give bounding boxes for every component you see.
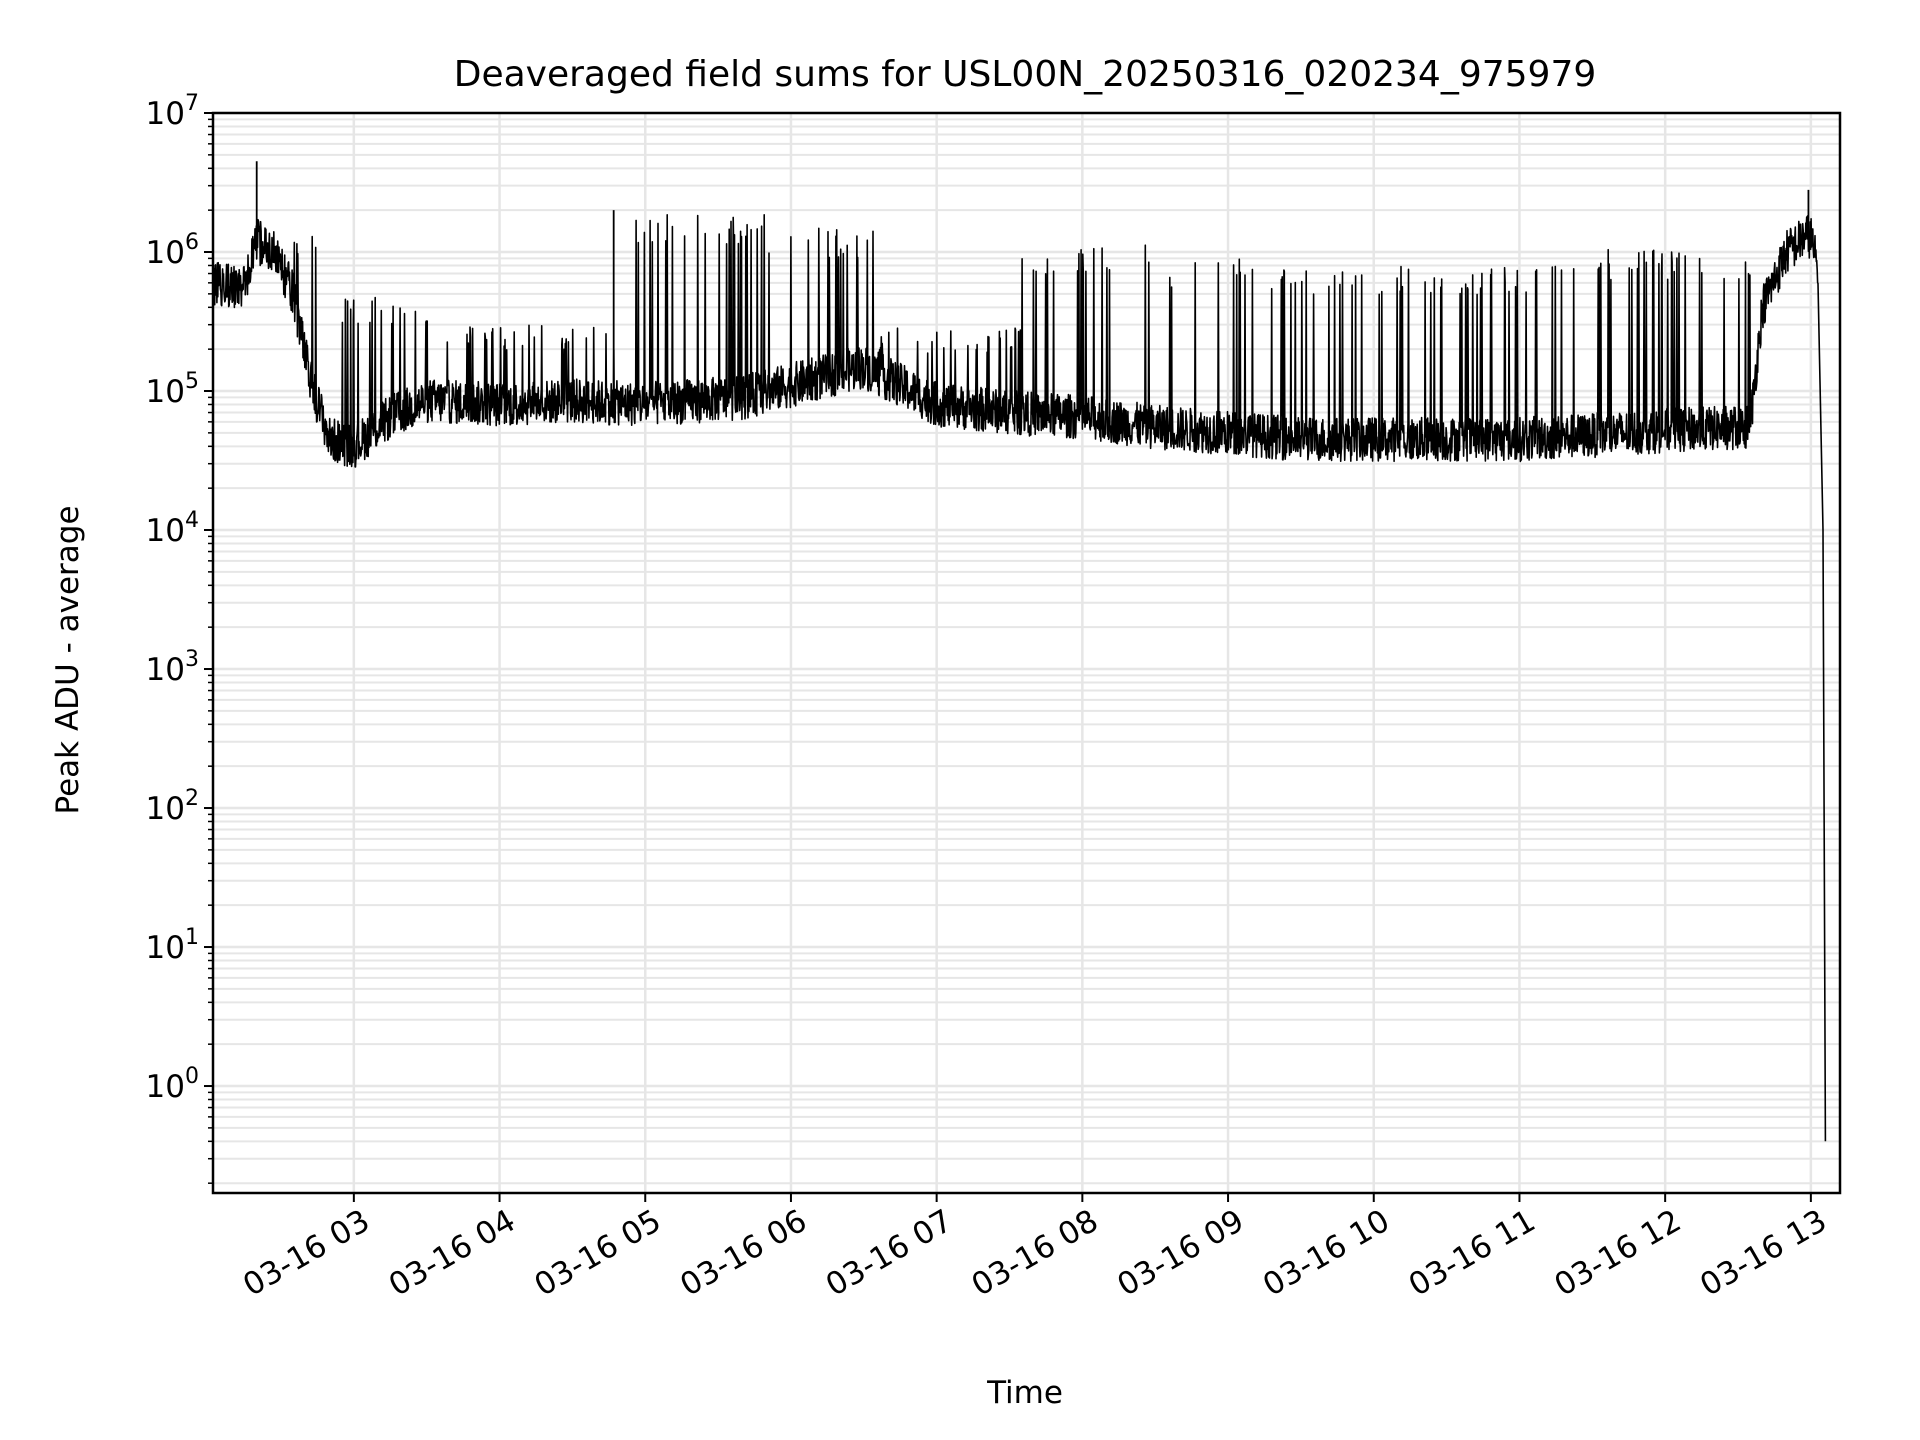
y-tick-label: 105	[146, 369, 199, 410]
plot-frame	[211, 111, 1842, 1195]
y-tick-label-base: 10	[146, 235, 185, 271]
y-tick-label-exponent: 5	[185, 369, 199, 394]
y-tick-label-base: 10	[146, 1069, 185, 1105]
axes-frame	[211, 111, 1842, 1195]
y-axis-label: Peak ADU - average	[50, 505, 86, 814]
y-tick-label-exponent: 2	[185, 786, 199, 811]
minor-gridlines	[213, 118, 1840, 1185]
y-tick-label-exponent: 1	[185, 925, 199, 950]
y-tick-label-base: 10	[146, 374, 185, 410]
y-tick-label-base: 10	[146, 652, 185, 688]
y-tick-label: 101	[146, 925, 199, 966]
x-axis-label: Time	[986, 1375, 1063, 1411]
chart-title: Deaveraged field sums for USL00N_2025031…	[454, 54, 1597, 95]
y-tick-label-base: 10	[146, 930, 185, 966]
y-tick-label: 102	[146, 786, 199, 827]
y-tick-label: 106	[146, 230, 199, 271]
series-layer	[213, 161, 1827, 1142]
y-tick-label: 107	[146, 91, 199, 132]
y-tick-label-exponent: 4	[185, 508, 199, 533]
y-tick-label: 100	[146, 1064, 199, 1105]
y-tick-label-exponent: 0	[185, 1064, 199, 1089]
y-tick-label: 104	[146, 508, 199, 549]
y-tick-label-exponent: 3	[185, 647, 199, 672]
y-tick-label: 103	[146, 647, 199, 688]
y-tick-label-base: 10	[146, 791, 185, 827]
y-tick-label-base: 10	[146, 96, 185, 132]
series-line	[213, 214, 1827, 1142]
y-tick-label-exponent: 7	[185, 91, 199, 116]
y-tick-label-base: 10	[146, 513, 185, 549]
y-tick-label-exponent: 6	[185, 230, 199, 255]
